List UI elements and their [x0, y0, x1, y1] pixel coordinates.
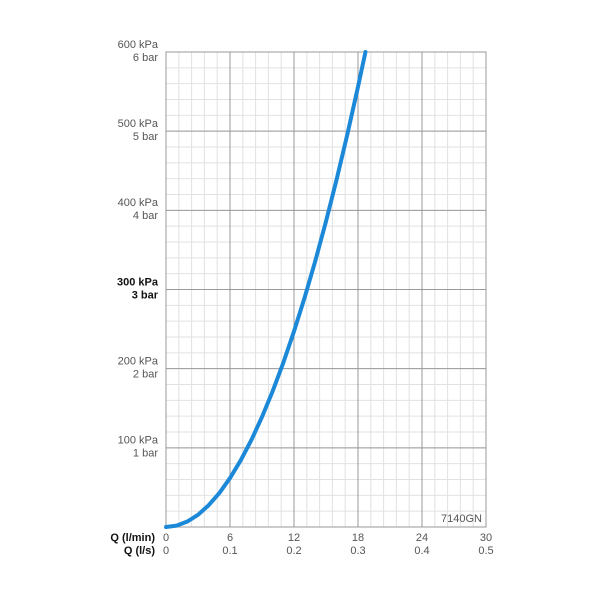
- y-tick-label: 600 kPa: [118, 39, 159, 51]
- x2-axis-title: Q (l/s): [124, 545, 156, 557]
- x-axis-title: Q (l/min): [110, 532, 155, 544]
- plot-border: [165, 51, 487, 528]
- y2-tick-label: 2 bar: [133, 369, 158, 381]
- y-tick-label: 300 kPa: [117, 276, 159, 288]
- x2-tick-label: 0.1: [222, 545, 237, 557]
- x-tick-label: 18: [352, 532, 364, 544]
- y-tick-label: 500 kPa: [118, 118, 159, 130]
- y2-tick-label: 3 bar: [132, 289, 159, 301]
- x2-tick-label: 0.5: [478, 545, 493, 557]
- x2-tick-label: 0.3: [350, 545, 365, 557]
- y2-tick-label: 4 bar: [133, 210, 158, 222]
- model-code: 7140GN: [441, 513, 482, 525]
- x2-tick-label: 0.2: [286, 545, 301, 557]
- y-tick-label: 200 kPa: [118, 356, 159, 368]
- x-tick-label: 12: [288, 532, 300, 544]
- y-tick-label: 400 kPa: [118, 197, 159, 209]
- y2-tick-label: 5 bar: [133, 131, 158, 143]
- x2-tick-label: 0: [163, 545, 169, 557]
- y2-tick-label: 6 bar: [133, 52, 158, 64]
- x-tick-label: 6: [227, 532, 233, 544]
- x-tick-label: 0: [163, 532, 169, 544]
- x2-tick-label: 0.4: [414, 545, 429, 557]
- x-tick-label: 30: [480, 532, 492, 544]
- x-tick-label: 24: [416, 532, 428, 544]
- y-tick-label: 100 kPa: [118, 435, 159, 447]
- y2-tick-label: 1 bar: [133, 448, 158, 460]
- curve: [164, 50, 368, 529]
